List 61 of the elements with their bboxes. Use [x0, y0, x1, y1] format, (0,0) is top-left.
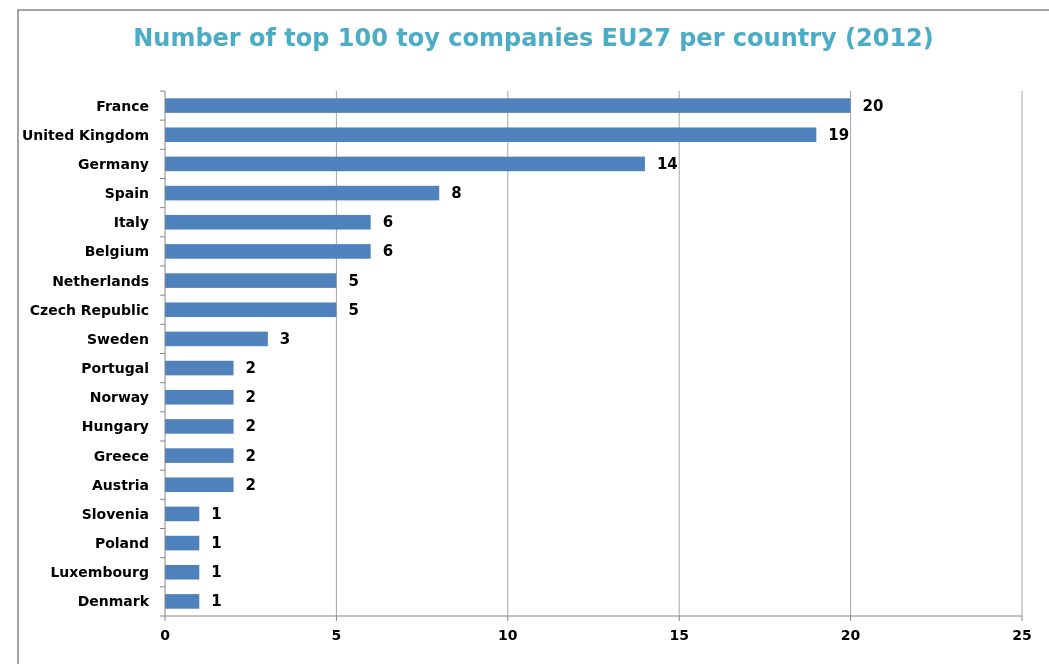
data-label: 5 — [348, 271, 359, 290]
bar — [165, 389, 234, 405]
bar — [165, 273, 337, 288]
y-tick-label: Netherlands — [52, 272, 149, 289]
y-tick-label: United Kingdom — [21, 126, 149, 143]
data-label: 6 — [382, 213, 394, 232]
data-label: 6 — [382, 242, 394, 261]
y-tick-label: Spain — [104, 185, 149, 202]
data-label: 19 — [828, 125, 850, 144]
y-tick-label: Italy — [113, 214, 149, 231]
y-tick-label: Sweden — [87, 330, 149, 347]
data-label: 3 — [279, 329, 291, 348]
x-tick-label: 0 — [160, 627, 171, 643]
data-label: 8 — [451, 184, 462, 203]
data-label: 1 — [211, 592, 222, 611]
bar — [165, 98, 851, 113]
bar — [165, 331, 268, 347]
bar — [165, 477, 234, 493]
y-tick-label: Greece — [93, 447, 149, 464]
data-label: 2 — [245, 359, 256, 378]
x-tick-label: 20 — [840, 627, 861, 643]
bar — [165, 156, 645, 172]
bar — [165, 127, 817, 143]
y-tick-label: Austria — [92, 476, 149, 493]
x-tick-label: 5 — [331, 627, 342, 643]
data-label: 2 — [245, 446, 256, 465]
chart-title: Number of top 100 toy companies EU27 per country (2012) — [133, 24, 934, 52]
y-tick-label: Poland — [94, 535, 149, 552]
y-tick-label: Belgium — [84, 243, 149, 260]
bar — [165, 448, 234, 463]
x-tick-label: 15 — [669, 627, 689, 643]
y-tick-label: France — [96, 97, 149, 114]
y-tick-label: Hungary — [81, 418, 149, 435]
y-tick-label: Czech Republic — [29, 301, 149, 318]
y-tick-label: Denmark — [77, 593, 150, 610]
data-label: 1 — [211, 504, 222, 523]
data-label: 2 — [245, 388, 256, 407]
bar — [165, 185, 440, 201]
bar — [165, 506, 200, 522]
data-label: 20 — [862, 96, 884, 115]
data-label: 2 — [245, 475, 256, 494]
data-label: 1 — [211, 563, 222, 582]
bar — [165, 419, 234, 434]
y-tick-label: Luxembourg — [50, 564, 149, 581]
y-tick-label: Slovenia — [81, 505, 149, 522]
data-label: 2 — [245, 417, 256, 436]
y-tick-label: Norway — [89, 389, 149, 406]
y-tick-label: Germany — [77, 155, 149, 172]
data-label: 5 — [348, 300, 359, 319]
y-tick-label: Portugal — [81, 360, 149, 377]
data-label: 1 — [211, 534, 222, 553]
x-tick-label: 25 — [1012, 627, 1032, 643]
data-label: 14 — [656, 154, 678, 173]
bar — [165, 535, 200, 551]
bar — [165, 564, 200, 580]
bar — [165, 244, 371, 259]
x-tick-label: 10 — [498, 627, 518, 643]
bar — [165, 214, 371, 230]
bar — [165, 360, 234, 376]
bar — [165, 594, 200, 609]
bar — [165, 302, 337, 318]
